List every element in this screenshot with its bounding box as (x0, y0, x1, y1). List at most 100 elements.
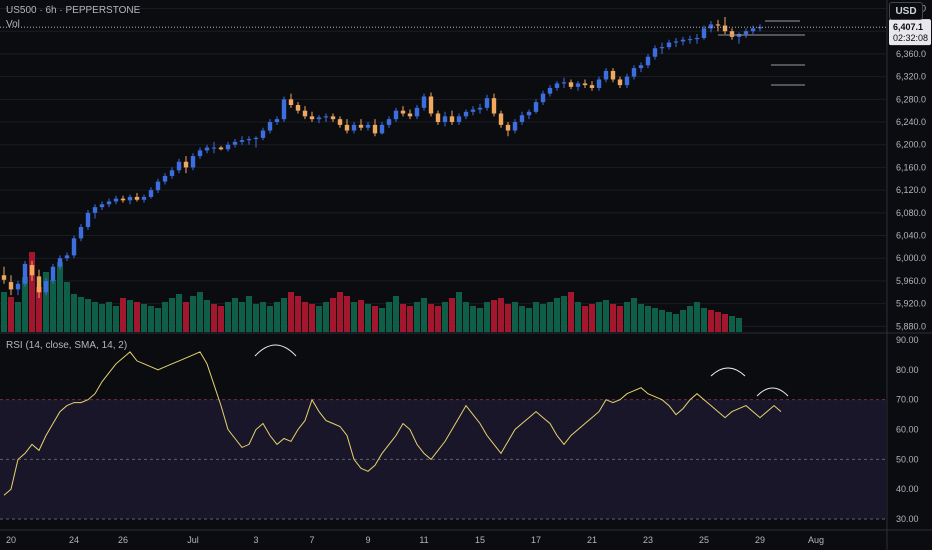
volume-bar (99, 304, 105, 332)
volume-bar (736, 318, 742, 332)
volume-bar (358, 300, 364, 332)
volume-bar (288, 292, 294, 332)
volume-bar (638, 304, 644, 332)
volume-bar (15, 302, 21, 332)
candle-body (470, 109, 476, 112)
volume-bar (547, 302, 553, 332)
price-tick-label: 6,320.0 (896, 72, 926, 82)
candle-body (197, 150, 203, 157)
candle-body (302, 110, 308, 117)
candle-body (120, 198, 126, 201)
candle-body (64, 255, 70, 259)
volume-bar (603, 300, 609, 332)
volume-bar (575, 302, 581, 332)
rsi-tick-label: 60.00 (896, 425, 919, 435)
candle-body (603, 70, 609, 80)
rsi-arc-1 (254, 344, 297, 357)
candle-body (281, 99, 287, 120)
drawings[interactable] (254, 20, 805, 397)
candle-body (463, 111, 469, 117)
candle-body (743, 31, 749, 35)
candle-body (442, 116, 448, 123)
rsi-axis[interactable]: 90.00 80.00 70.00 60.00 50.00 40.00 30.00 (896, 335, 919, 524)
volume-bar (141, 304, 147, 332)
price-tick-label: 6,160.0 (896, 162, 926, 172)
volume-bar (211, 304, 217, 332)
candle-body (365, 124, 371, 128)
volume-bar (533, 302, 539, 332)
candle-body (15, 283, 21, 290)
candle-body (435, 113, 441, 123)
candle-body (561, 82, 567, 84)
candle-body (638, 65, 644, 69)
volume-bar (722, 314, 728, 332)
volume-bar (449, 298, 455, 332)
candle-body (190, 156, 196, 168)
volume-bar (50, 280, 56, 332)
volume-bar (246, 296, 252, 332)
price-tick-label: 5,960.0 (896, 276, 926, 286)
candle-body (519, 115, 525, 123)
volume-bar (512, 302, 518, 332)
candle-body (106, 201, 112, 205)
volume-bar (407, 306, 413, 332)
volume-bar (526, 308, 532, 332)
candle-body (372, 124, 378, 134)
candles[interactable] (1, 17, 763, 298)
time-tick-label: 9 (365, 535, 370, 545)
volume-bar (701, 308, 707, 332)
rsi-tick-label: 70.00 (896, 395, 919, 405)
symbol-title[interactable]: US500 · 6h · PEPPERSTONE (6, 5, 141, 16)
volume-bar (120, 298, 126, 332)
currency-button[interactable]: USD (889, 2, 923, 20)
volume-bar (57, 262, 63, 332)
volume-bar (715, 312, 721, 332)
candle-body (491, 98, 497, 114)
volume-bar (484, 302, 490, 332)
candle-body (645, 56, 651, 66)
candle-body (57, 258, 63, 267)
volume-bar (281, 298, 287, 332)
rsi-arc-2 (710, 367, 746, 377)
time-axis[interactable]: 20 24 26 Jul 3 7 9 11 15 17 21 23 25 29 Aug (6, 535, 824, 545)
price-tick-label: 5,880.0 (896, 321, 926, 331)
volume-bar (1, 292, 7, 332)
rsi-line (3, 351, 782, 496)
candle-body (687, 39, 693, 41)
candle-body (659, 47, 665, 49)
time-tick-label: Jul (187, 535, 199, 545)
candle-body (386, 119, 392, 125)
time-tick-label: 7 (309, 535, 314, 545)
volume-bar (239, 302, 245, 332)
candle-body (288, 99, 294, 105)
candle-body (141, 196, 147, 200)
volume-bar (351, 302, 357, 332)
volume-bar (596, 302, 602, 332)
candle-body (239, 140, 245, 142)
rsi-legend[interactable]: RSI (14, close, SMA, 14, 2) (6, 340, 128, 351)
candle-body (393, 110, 399, 120)
volume-bar (267, 306, 273, 332)
time-tick-label: 29 (755, 535, 765, 545)
volume-bar (470, 306, 476, 332)
candle-body (204, 147, 210, 151)
candle-body (183, 161, 189, 168)
volume-bar (302, 302, 308, 332)
last-price-tag-bg (889, 19, 931, 46)
price-tick-label: 5,920.0 (896, 299, 926, 309)
time-tick-label: 3 (253, 535, 258, 545)
volume-bar (694, 302, 700, 332)
volume-bar (169, 298, 175, 332)
volume-bar (456, 292, 462, 332)
price-tick-label: 6,360.0 (896, 49, 926, 59)
volume-bars (1, 252, 742, 332)
volume-label[interactable]: Vol (6, 19, 20, 30)
volume-bar (176, 294, 182, 332)
volume-bar (610, 304, 616, 332)
volume-bar (260, 302, 266, 332)
candle-body (701, 28, 707, 39)
candle-body (575, 83, 581, 87)
price-axis[interactable]: 6,440.06,400.06,360.06,320.06,280.06,240… (896, 4, 926, 332)
volume-bar (414, 302, 420, 332)
